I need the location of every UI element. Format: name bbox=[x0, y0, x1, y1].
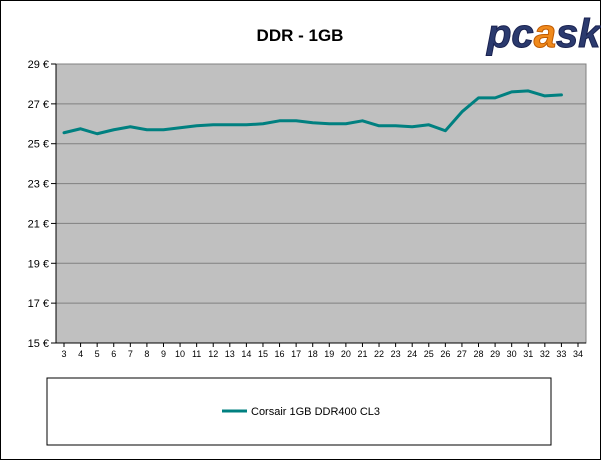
gridlines bbox=[56, 103, 586, 304]
chart-title: DDR - 1GB bbox=[257, 26, 344, 45]
x-axis: 3 4 5 6 7 8 9 10 11 12 13 14 15 16 17 18 19 20 21 22 23 24 25 2… bbox=[56, 342, 586, 359]
series-layer bbox=[62, 89, 563, 136]
x-tick-label: 12 bbox=[208, 349, 218, 359]
x-tick-label: 18 bbox=[308, 349, 318, 359]
x-tick-label: 32 bbox=[540, 349, 550, 359]
x-tick-label: 9 bbox=[161, 349, 166, 359]
x-tick-label: 22 bbox=[374, 349, 384, 359]
legend: Corsair 1GB DDR400 CL3 bbox=[222, 406, 380, 418]
x-tick-label: 5 bbox=[95, 349, 100, 359]
x-tick-label: 20 bbox=[341, 349, 351, 359]
pcask-logo: pcask bbox=[486, 12, 601, 57]
y-tick-label: 19 € bbox=[28, 258, 49, 270]
x-tick-label: 19 bbox=[324, 349, 334, 359]
x-tick-label: 4 bbox=[78, 349, 83, 359]
x-tick-label: 13 bbox=[225, 349, 235, 359]
x-tick-label: 6 bbox=[111, 349, 116, 359]
y-tick-label: 27 € bbox=[28, 99, 49, 111]
x-tick-label: 3 bbox=[61, 349, 66, 359]
x-tick-label: 17 bbox=[291, 349, 301, 359]
y-tick-label: 21 € bbox=[28, 218, 49, 230]
x-tick-label: 29 bbox=[490, 349, 500, 359]
x-tick-label: 28 bbox=[474, 349, 484, 359]
x-tick-label: 15 bbox=[258, 349, 268, 359]
x-tick-label: 30 bbox=[507, 349, 517, 359]
x-tick-label: 11 bbox=[192, 349, 201, 359]
x-tick-label: 33 bbox=[556, 349, 566, 359]
y-tick-label: 17 € bbox=[28, 298, 49, 310]
y-axis: 15 € 17 € 19 € 21 € 23 € 25 € 27 € 29 € bbox=[28, 59, 57, 350]
legend-label: Corsair 1GB DDR400 CL3 bbox=[251, 406, 380, 418]
x-tick-label: 10 bbox=[175, 349, 185, 359]
x-tick-label: 27 bbox=[457, 349, 467, 359]
y-tick-label: 29 € bbox=[28, 59, 49, 71]
x-tick-label: 14 bbox=[241, 349, 251, 359]
x-tick-label: 34 bbox=[573, 349, 583, 359]
x-tick-label: 31 bbox=[523, 349, 533, 359]
x-tick-label: 24 bbox=[407, 349, 417, 359]
x-tick-label: 26 bbox=[440, 349, 450, 359]
y-tick-label: 15 € bbox=[28, 338, 49, 350]
logo-text: pcask bbox=[486, 12, 601, 56]
legend-box bbox=[46, 377, 552, 446]
x-tick-label: 8 bbox=[144, 349, 149, 359]
y-tick-label: 25 € bbox=[28, 139, 49, 151]
x-tick-label: 16 bbox=[275, 349, 285, 359]
y-tick-label: 23 € bbox=[28, 179, 49, 191]
x-tick-label: 21 bbox=[357, 349, 367, 359]
plot-area bbox=[55, 63, 587, 344]
x-tick-label: 25 bbox=[424, 349, 434, 359]
x-tick-label: 7 bbox=[128, 349, 133, 359]
x-tick-label: 23 bbox=[391, 349, 401, 359]
